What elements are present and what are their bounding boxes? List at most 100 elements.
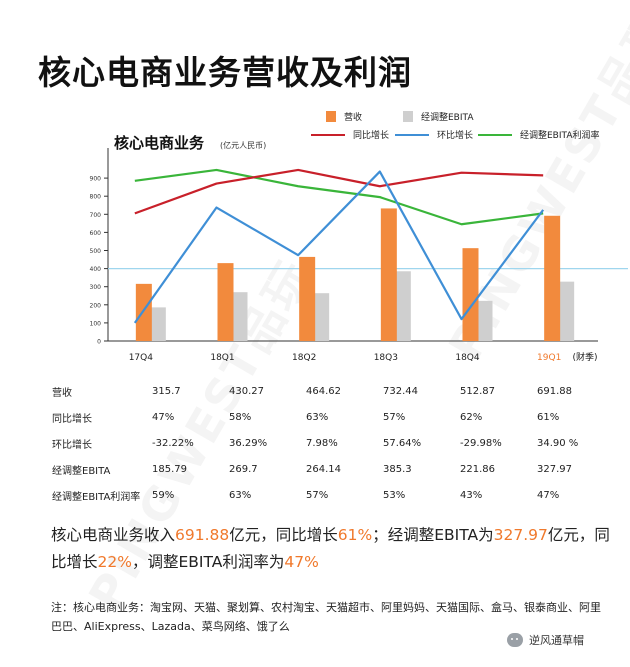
row-label: 同比增长 xyxy=(52,413,92,425)
y-tick-label: 300 xyxy=(90,284,102,291)
footnote: 注：核心电商业务：淘宝网、天猫、聚划算、农村淘宝、天猫超市、阿里妈妈、天猫国际、… xyxy=(51,601,601,633)
x-tick-label: 18Q3 xyxy=(374,353,398,363)
bar-ebita xyxy=(394,271,411,341)
y-tick-label: 500 xyxy=(90,248,102,255)
legend-item-revenue: 营收 xyxy=(326,110,362,123)
summary-segment: 亿元，同比增长 xyxy=(229,526,338,544)
wechat-icon xyxy=(507,633,523,647)
y-tick-label: 100 xyxy=(90,320,102,327)
table-cell: 221.86 xyxy=(460,463,495,475)
table-cell: 464.62 xyxy=(306,385,341,397)
legend-swatch xyxy=(403,111,413,122)
table-cell: 512.87 xyxy=(460,385,495,397)
y-tick-label: 900 xyxy=(90,176,102,183)
account-name: 逆风通草帽 xyxy=(529,634,584,647)
legend-swatch xyxy=(395,133,429,136)
table-cell: 264.14 xyxy=(306,463,341,475)
legend-label: 环比增长 xyxy=(437,131,474,141)
page-title: 核心电商业务营收及利润 xyxy=(38,53,412,92)
table-cell: 57.64% xyxy=(383,437,422,449)
x-axis-label: (财季) xyxy=(572,351,597,363)
x-tick-label: 18Q4 xyxy=(455,353,480,363)
table-cell: 62% xyxy=(460,411,483,423)
legend-swatch xyxy=(478,133,512,136)
row-label: 环比增长 xyxy=(52,439,92,451)
data-table: 营收 315.7 430.27 464.62 732.44 512.87 691.88 同比增… xyxy=(52,378,614,508)
row-label: 营收 xyxy=(52,387,72,399)
table-row: 营收 315.7 430.27 464.62 732.44 512.87 691.88 xyxy=(52,378,614,404)
table-cell: 58% xyxy=(229,411,252,423)
x-tick-label: 18Q1 xyxy=(210,353,234,363)
legend-label: 营收 xyxy=(344,113,363,123)
table-cell: 57% xyxy=(306,489,329,501)
legend-item-ebita: 经调整EBITA xyxy=(403,110,473,123)
account-badge: 逆风通草帽 xyxy=(507,632,584,648)
table-row: 经调整EBITA 185.79 269.7 264.14 385.3 221.86 327.… xyxy=(52,456,614,482)
x-tick-label: 18Q2 xyxy=(292,353,316,363)
y-tick-label: 800 xyxy=(90,194,102,201)
summary-highlight: 61% xyxy=(337,526,373,544)
table-cell: 61% xyxy=(537,411,560,423)
table-cell: 315.7 xyxy=(152,385,181,397)
summary-segment: ；经调整EBITA为 xyxy=(372,526,494,544)
table-cell: 185.79 xyxy=(152,463,187,475)
y-tick-label: 200 xyxy=(90,302,102,309)
table-cell: -29.98% xyxy=(460,437,502,449)
bar-revenue xyxy=(380,208,397,341)
summary-highlight: 691.88 xyxy=(175,526,230,544)
table-cell: 34.90 % xyxy=(537,437,579,449)
table-cell: 7.98% xyxy=(306,437,338,449)
bar-revenue xyxy=(299,256,316,341)
legend-item-margin: 经调整EBITA利润率 xyxy=(478,128,599,141)
y-tick-label: 600 xyxy=(90,230,102,237)
legend-swatch xyxy=(326,111,336,122)
table-cell: 47% xyxy=(152,411,175,423)
legend-swatch xyxy=(311,133,345,136)
chart-unit: (亿元人民币) xyxy=(220,141,267,150)
y-tick-label: 0 xyxy=(97,339,101,346)
table-cell: 43% xyxy=(460,489,483,501)
summary-segment: 亿元，同比增长 xyxy=(51,526,610,571)
bar-revenue xyxy=(462,248,479,341)
y-tick-label: 400 xyxy=(90,266,102,273)
legend-item-yoy: 同比增长 xyxy=(311,128,389,141)
line-yoy-growth xyxy=(134,168,544,215)
table-cell: 57% xyxy=(383,411,406,423)
summary-highlight: 47% xyxy=(284,553,319,571)
summary-segment: ，调整EBITA利润率为 xyxy=(131,553,285,571)
table-row: 同比增长 47% 58% 63% 57% 62% 61% xyxy=(52,404,614,430)
summary-text: 核心电商业务收入691.88亿元，同比增长61%；经调整EBITA为327.97… xyxy=(51,522,611,576)
x-tick-label: 17Q4 xyxy=(129,353,154,363)
table-cell: 36.29% xyxy=(229,437,268,449)
bar-revenue xyxy=(217,263,234,341)
chart-plot: 0 100 200 300 400 500 600 700 800 900 17Q4 18Q1 18Q2… xyxy=(90,148,628,363)
bar-ebita xyxy=(476,300,493,341)
legend-label: 同比增长 xyxy=(353,131,390,141)
bar-ebita xyxy=(231,292,248,341)
legend-item-qoq: 环比增长 xyxy=(395,128,473,141)
row-label: 经调整EBITA xyxy=(52,465,111,477)
x-tick-label: 19Q1 xyxy=(537,353,561,363)
summary-highlight: 22% xyxy=(97,553,132,571)
table-cell: 691.88 xyxy=(537,385,572,397)
bar-ebita xyxy=(558,281,575,341)
bar-ebita xyxy=(313,293,330,341)
table-cell: 53% xyxy=(383,489,406,501)
table-row: 环比增长 -32.22% 36.29% 7.98% 57.64% -29.98% 34.90… xyxy=(52,430,614,456)
summary-highlight: 327.97 xyxy=(493,526,548,544)
table-cell: 63% xyxy=(306,411,329,423)
table-cell: 63% xyxy=(229,489,252,501)
bar-revenue xyxy=(544,215,561,341)
row-label: 经调整EBITA利润率 xyxy=(52,491,141,503)
legend-label: 经调整EBITA利润率 xyxy=(520,131,600,141)
y-tick-label: 700 xyxy=(90,212,102,219)
table-cell: 47% xyxy=(537,489,560,501)
bar-revenue xyxy=(135,283,152,341)
table-cell: 327.97 xyxy=(537,463,572,475)
line-qoq-growth xyxy=(133,170,545,324)
bar-ebita xyxy=(149,307,166,341)
table-cell: 269.7 xyxy=(229,463,258,475)
summary-segment: 核心电商业务收入 xyxy=(51,526,176,544)
table-cell: 385.3 xyxy=(383,463,412,475)
chart-title: 核心电商业务 xyxy=(114,134,205,152)
